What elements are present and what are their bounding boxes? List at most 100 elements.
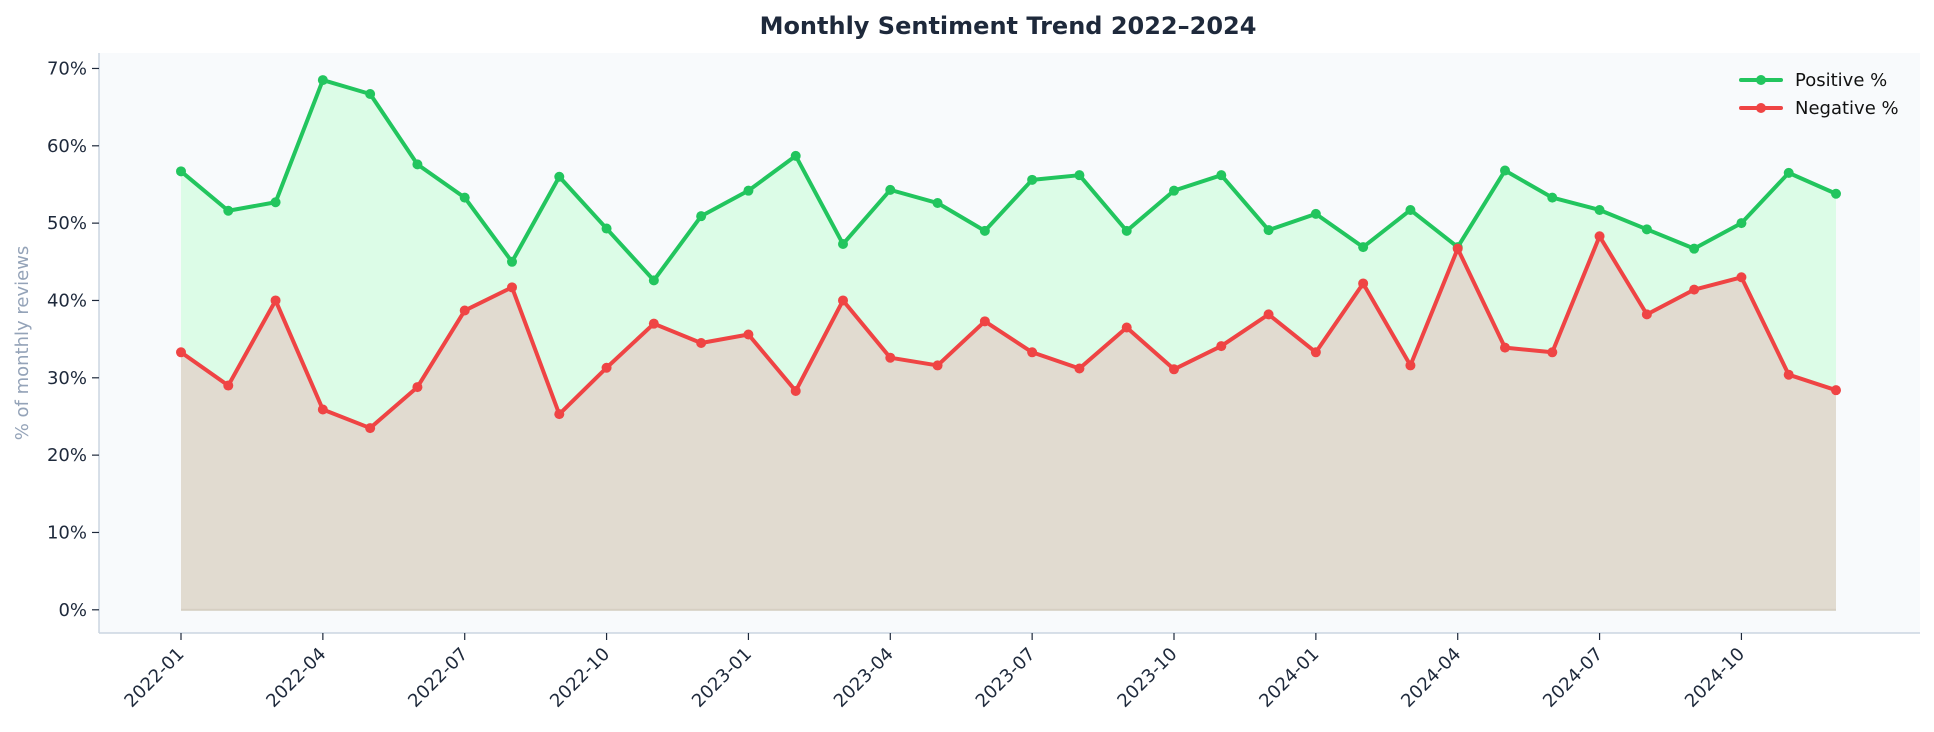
y-tick-label: 30% bbox=[47, 368, 87, 389]
data-point-1-22 bbox=[1216, 341, 1227, 352]
x-tick-label: 2023-01 bbox=[688, 644, 756, 712]
x-tick-label: 2022-04 bbox=[262, 644, 330, 712]
data-point-0-21 bbox=[1169, 185, 1179, 196]
data-point-0-15 bbox=[885, 184, 896, 195]
data-point-0-18 bbox=[1027, 174, 1038, 185]
data-point-0-31 bbox=[1641, 224, 1652, 235]
data-point-1-11 bbox=[696, 338, 707, 348]
data-point-1-14 bbox=[838, 295, 848, 306]
legend-label-1: Negative % bbox=[1795, 98, 1899, 119]
data-point-0-7 bbox=[507, 256, 517, 267]
data-point-0-6 bbox=[459, 192, 470, 203]
x-tick-label: 2023-04 bbox=[830, 644, 898, 712]
data-point-0-28 bbox=[1500, 165, 1510, 176]
data-point-1-9 bbox=[601, 362, 612, 373]
data-point-1-19 bbox=[1074, 363, 1085, 374]
series-lines bbox=[179, 78, 1838, 431]
data-point-0-14 bbox=[838, 239, 848, 250]
x-axis-ticks: 2022-01 2022-04 2022-07 2022-10 2023-01 2023-… bbox=[120, 633, 1749, 712]
legend-label-0: Positive % bbox=[1795, 70, 1887, 91]
data-point-0-35 bbox=[1831, 188, 1841, 199]
data-point-1-24 bbox=[1310, 347, 1321, 358]
x-tick-label: 2022-01 bbox=[120, 644, 188, 712]
legend: Positive % Negative % bbox=[1739, 70, 1899, 119]
data-point-1-18 bbox=[1027, 347, 1038, 358]
data-point-1-6 bbox=[459, 305, 470, 316]
data-point-1-26 bbox=[1405, 360, 1416, 371]
data-point-0-3 bbox=[317, 75, 328, 86]
data-point-1-21 bbox=[1169, 364, 1179, 375]
series-line-0 bbox=[179, 78, 1838, 283]
data-points bbox=[176, 75, 1841, 434]
x-tick-label: 2024-07 bbox=[1539, 644, 1607, 712]
x-tick-label: 2024-01 bbox=[1255, 644, 1323, 712]
data-point-0-20 bbox=[1121, 225, 1132, 236]
data-point-1-15 bbox=[885, 352, 896, 363]
data-point-0-19 bbox=[1074, 170, 1085, 181]
data-point-0-26 bbox=[1405, 204, 1416, 215]
series-area-1 bbox=[181, 236, 1836, 610]
data-point-1-30 bbox=[1594, 231, 1605, 242]
data-point-1-35 bbox=[1831, 385, 1841, 396]
data-point-1-8 bbox=[554, 409, 565, 420]
y-tick-label: 0% bbox=[58, 600, 87, 621]
area-fills bbox=[181, 80, 1836, 611]
data-point-1-0 bbox=[176, 347, 186, 358]
x-tick-label: 2024-10 bbox=[1681, 644, 1749, 712]
data-point-0-10 bbox=[648, 275, 659, 286]
data-point-1-33 bbox=[1736, 272, 1747, 283]
y-tick-label: 60% bbox=[47, 136, 87, 157]
data-point-1-23 bbox=[1263, 309, 1274, 320]
series-line-1 bbox=[179, 234, 1838, 431]
x-tick-label: 2023-07 bbox=[972, 644, 1040, 712]
data-point-1-16 bbox=[932, 360, 943, 371]
data-point-0-8 bbox=[554, 171, 565, 182]
data-point-1-29 bbox=[1547, 347, 1558, 358]
data-point-0-11 bbox=[696, 211, 707, 222]
data-point-0-24 bbox=[1310, 208, 1321, 219]
data-point-0-25 bbox=[1358, 242, 1369, 253]
data-point-0-23 bbox=[1263, 225, 1274, 236]
legend-marker-1 bbox=[1756, 103, 1766, 113]
data-point-1-10 bbox=[648, 318, 659, 329]
data-point-0-9 bbox=[601, 223, 612, 234]
data-point-1-20 bbox=[1121, 322, 1132, 333]
data-point-0-1 bbox=[223, 205, 234, 216]
data-point-0-33 bbox=[1736, 218, 1747, 229]
data-point-1-31 bbox=[1641, 309, 1652, 320]
data-point-1-3 bbox=[317, 404, 328, 415]
y-tick-label: 40% bbox=[47, 290, 87, 311]
y-axis-label: % of monthly reviews bbox=[12, 246, 33, 441]
x-tick-label: 2024-04 bbox=[1397, 644, 1465, 712]
data-point-0-13 bbox=[790, 150, 801, 161]
area-baseline bbox=[181, 608, 1836, 611]
chart-title: Monthly Sentiment Trend 2022–2024 bbox=[760, 12, 1257, 40]
data-point-1-28 bbox=[1500, 342, 1510, 353]
data-point-0-2 bbox=[270, 197, 281, 208]
x-tick-label: 2022-10 bbox=[546, 644, 614, 712]
data-point-0-32 bbox=[1689, 243, 1700, 254]
data-point-1-25 bbox=[1358, 278, 1369, 289]
data-point-1-32 bbox=[1689, 284, 1700, 295]
y-axis-ticks: 0% 10% 20% 30% 40% 50% 60% 70% bbox=[47, 58, 99, 621]
x-tick-label: 2023-10 bbox=[1113, 644, 1181, 712]
axes bbox=[98, 53, 1920, 634]
data-point-1-27 bbox=[1452, 243, 1463, 254]
data-point-0-30 bbox=[1594, 204, 1605, 215]
data-point-0-34 bbox=[1783, 167, 1794, 178]
legend-marker-0 bbox=[1756, 75, 1766, 85]
data-point-1-4 bbox=[365, 423, 376, 434]
data-point-0-12 bbox=[743, 185, 754, 196]
data-point-1-13 bbox=[790, 385, 801, 396]
y-tick-label: 50% bbox=[47, 213, 87, 234]
data-point-1-17 bbox=[979, 316, 990, 327]
y-tick-label: 20% bbox=[47, 445, 87, 466]
x-tick-label: 2022-07 bbox=[404, 644, 472, 712]
data-point-0-29 bbox=[1547, 192, 1558, 203]
data-point-1-1 bbox=[223, 380, 234, 391]
data-point-1-7 bbox=[507, 282, 517, 293]
y-tick-label: 70% bbox=[47, 58, 87, 79]
data-point-1-34 bbox=[1783, 369, 1794, 380]
data-point-0-22 bbox=[1216, 170, 1227, 181]
